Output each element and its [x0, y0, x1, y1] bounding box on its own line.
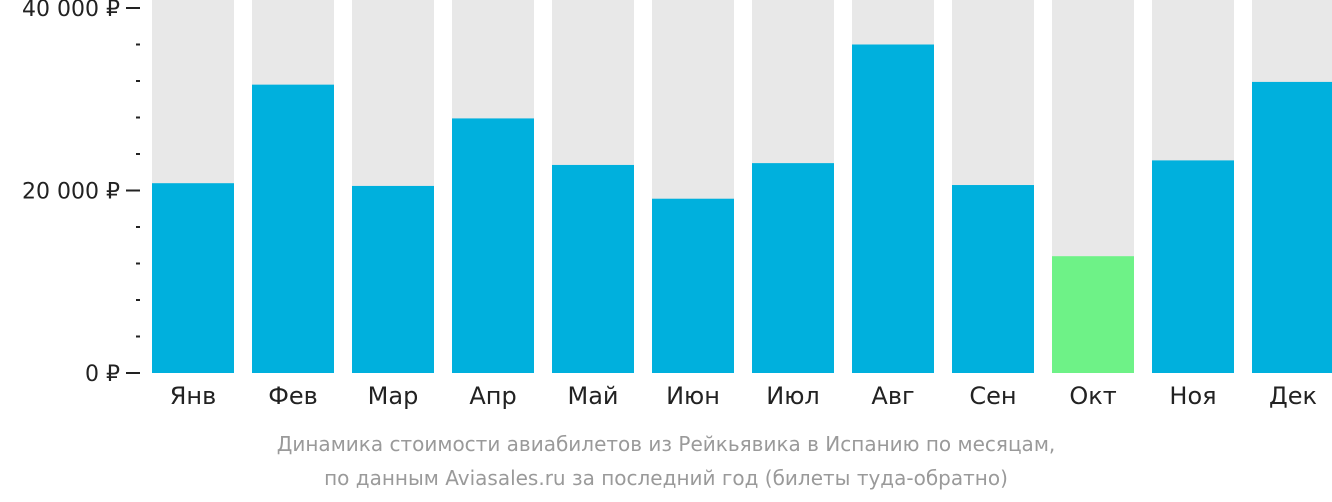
chart-caption-line-1: Динамика стоимости авиабилетов из Рейкья… — [276, 432, 1056, 456]
bar-4[interactable] — [452, 118, 534, 373]
x-tick-label-1: Янв — [170, 382, 217, 410]
y-tick-label-1: 0 ₽ — [85, 362, 120, 387]
chart-caption-line-2: по данным Aviasales.ru за последний год … — [324, 466, 1008, 490]
bar-1[interactable] — [152, 183, 234, 373]
x-tick-label-8: Авг — [871, 382, 914, 410]
x-tick-label-2: Фев — [268, 382, 318, 410]
x-tick-label-3: Мар — [368, 382, 419, 410]
bar-10[interactable] — [1052, 256, 1134, 373]
y-tick-label-2: 20 000 ₽ — [22, 180, 120, 205]
bar-5[interactable] — [552, 164, 634, 373]
x-tick-label-10: Окт — [1069, 382, 1116, 410]
bar-6[interactable] — [652, 198, 734, 373]
y-tick-label-3: 40 000 ₽ — [22, 0, 120, 22]
x-tick-label-12: Дек — [1269, 382, 1317, 410]
x-tick-label-6: Июн — [666, 382, 720, 410]
bar-2[interactable] — [252, 84, 334, 374]
x-tick-label-4: Апр — [469, 382, 516, 410]
bar-3[interactable] — [352, 185, 434, 373]
bar-12[interactable] — [1252, 81, 1332, 373]
y-axis: 0 ₽ 20 000 ₽ 40 000 ₽ — [22, 0, 140, 387]
x-tick-label-11: Ноя — [1169, 382, 1216, 410]
bar-11[interactable] — [1152, 160, 1234, 373]
x-tick-label-9: Сен — [969, 382, 1016, 410]
x-tick-label-5: Май — [567, 382, 618, 410]
bar-9[interactable] — [952, 185, 1034, 373]
bars-group — [152, 0, 1332, 374]
x-tick-label-7: Июл — [766, 382, 820, 410]
x-axis-labels: Янв Фев Мар Апр Май Июн Июл Авг Сен Окт Ноя Дек — [170, 382, 1317, 410]
bar-7[interactable] — [752, 163, 834, 373]
bar-8[interactable] — [852, 44, 934, 374]
